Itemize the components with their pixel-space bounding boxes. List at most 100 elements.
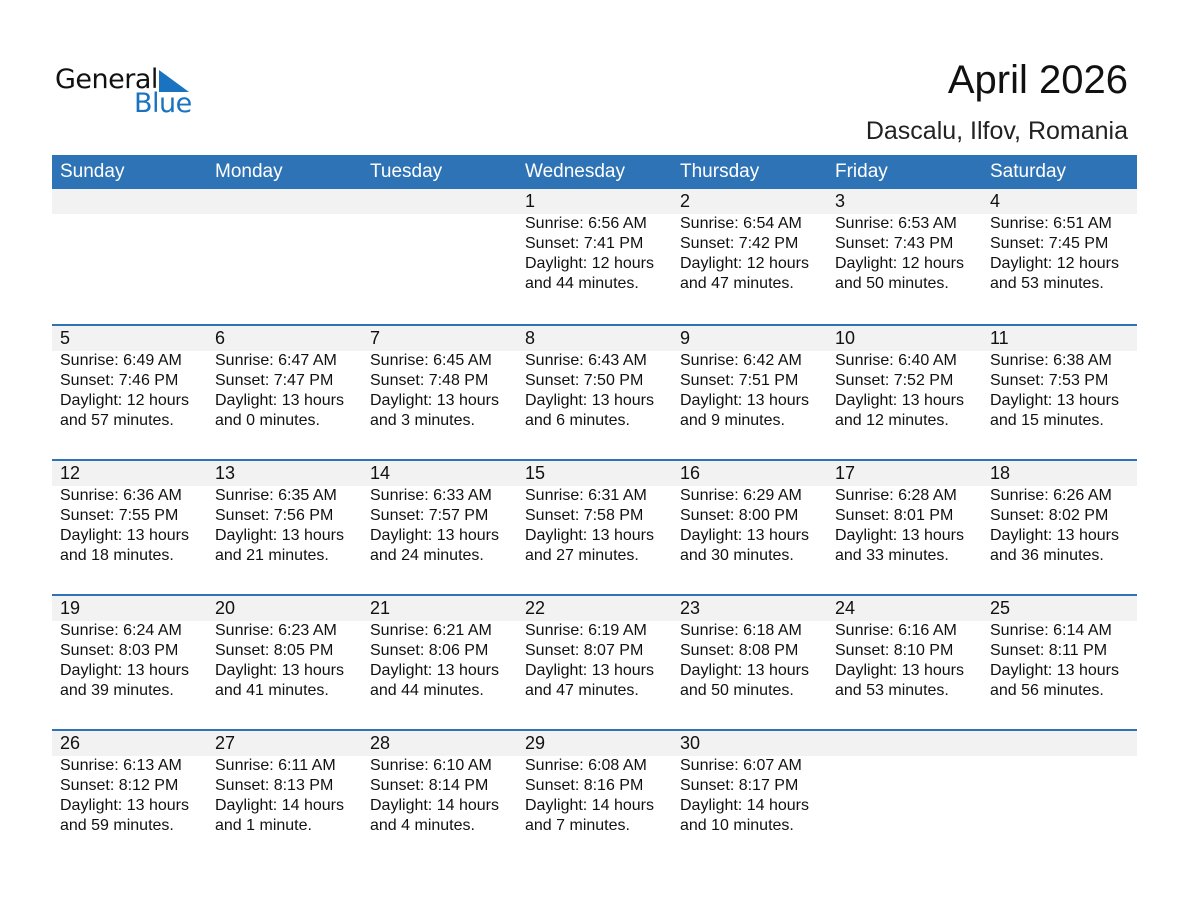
sunrise-text: Sunrise: 6:53 AM xyxy=(835,215,957,232)
daylight-text: Daylight: 13 hours xyxy=(525,527,654,544)
sunset-text: Sunset: 8:13 PM xyxy=(215,777,334,794)
sunset-text: Sunset: 7:43 PM xyxy=(835,235,954,252)
daylight-minutes-text: and 3 minutes. xyxy=(370,412,475,429)
sunrise-text: Sunrise: 6:42 AM xyxy=(680,352,802,369)
day-cell: 20 Sunrise: 6:23 AM Sunset: 8:05 PM Dayligh… xyxy=(207,596,362,701)
day-cell: 8 Sunrise: 6:43 AM Sunset: 7:50 PM Daylight… xyxy=(517,326,672,431)
sunrise-text: Sunrise: 6:38 AM xyxy=(990,352,1112,369)
sunset-text: Sunset: 7:45 PM xyxy=(990,235,1109,252)
weekday-monday: Monday xyxy=(215,161,283,182)
day-cell: 2 Sunrise: 6:54 AM Sunset: 7:42 PM Daylight… xyxy=(672,189,827,294)
day-cell: 6 Sunrise: 6:47 AM Sunset: 7:47 PM Daylight… xyxy=(207,326,362,431)
daylight-minutes-text: and 53 minutes. xyxy=(990,275,1104,292)
sunrise-text: Sunrise: 6:47 AM xyxy=(215,352,337,369)
day-cell: 14 Sunrise: 6:33 AM Sunset: 7:57 PM Dayligh… xyxy=(362,461,517,566)
daylight-text: Daylight: 14 hours xyxy=(215,797,344,814)
day-cell: 21 Sunrise: 6:21 AM Sunset: 8:06 PM Dayligh… xyxy=(362,596,517,701)
daylight-text: Daylight: 13 hours xyxy=(835,662,964,679)
day-cell: 30 Sunrise: 6:07 AM Sunset: 8:17 PM Dayligh… xyxy=(672,731,827,836)
sunrise-text: Sunrise: 6:36 AM xyxy=(60,487,182,504)
daylight-minutes-text: and 10 minutes. xyxy=(680,817,794,834)
day-number-band xyxy=(52,731,1137,756)
day-number: 5 xyxy=(60,328,71,348)
sunrise-text: Sunrise: 6:26 AM xyxy=(990,487,1112,504)
day-number: 3 xyxy=(835,191,846,211)
day-number-band xyxy=(52,461,1137,486)
day-cell: 7 Sunrise: 6:45 AM Sunset: 7:48 PM Daylight… xyxy=(362,326,517,431)
sunrise-text: Sunrise: 6:31 AM xyxy=(525,487,647,504)
daylight-minutes-text: and 44 minutes. xyxy=(525,275,639,292)
logo: General Blue xyxy=(55,64,195,119)
sunset-text: Sunset: 7:51 PM xyxy=(680,372,799,389)
weekday-saturday: Saturday xyxy=(990,161,1067,182)
day-number: 2 xyxy=(680,191,691,211)
day-number: 4 xyxy=(990,191,1001,211)
week-row: 26 Sunrise: 6:13 AM Sunset: 8:12 PM Dayligh… xyxy=(52,729,1137,864)
day-cell: 12 Sunrise: 6:36 AM Sunset: 7:55 PM Dayligh… xyxy=(52,461,207,566)
day-cell: 5 Sunrise: 6:49 AM Sunset: 7:46 PM Daylight… xyxy=(52,326,207,431)
sunrise-text: Sunrise: 6:56 AM xyxy=(525,215,647,232)
sunrise-text: Sunrise: 6:16 AM xyxy=(835,622,957,639)
daylight-minutes-text: and 21 minutes. xyxy=(215,547,329,564)
day-cell: 25 Sunrise: 6:14 AM Sunset: 8:11 PM Dayligh… xyxy=(982,596,1137,701)
day-number-band xyxy=(52,326,1137,351)
day-cell: 18 Sunrise: 6:26 AM Sunset: 8:02 PM Dayligh… xyxy=(982,461,1137,566)
daylight-minutes-text: and 50 minutes. xyxy=(680,682,794,699)
day-number: 15 xyxy=(525,463,546,483)
sunset-text: Sunset: 7:48 PM xyxy=(370,372,489,389)
daylight-minutes-text: and 41 minutes. xyxy=(215,682,329,699)
sunset-text: Sunset: 8:01 PM xyxy=(835,507,954,524)
sunset-text: Sunset: 8:00 PM xyxy=(680,507,799,524)
day-number: 16 xyxy=(680,463,701,483)
day-cell: 26 Sunrise: 6:13 AM Sunset: 8:12 PM Dayligh… xyxy=(52,731,207,836)
empty-cell xyxy=(982,731,1137,836)
sunrise-text: Sunrise: 6:43 AM xyxy=(525,352,647,369)
day-number: 29 xyxy=(525,733,546,753)
sunset-text: Sunset: 8:06 PM xyxy=(370,642,489,659)
day-number: 7 xyxy=(370,328,381,348)
daylight-text: Daylight: 12 hours xyxy=(60,392,189,409)
daylight-text: Daylight: 13 hours xyxy=(60,527,189,544)
week-row: 19 Sunrise: 6:24 AM Sunset: 8:03 PM Dayligh… xyxy=(52,594,1137,729)
day-number: 21 xyxy=(370,598,391,618)
day-cell: 4 Sunrise: 6:51 AM Sunset: 7:45 PM Daylight… xyxy=(982,189,1137,294)
daylight-text: Daylight: 13 hours xyxy=(525,662,654,679)
daylight-text: Daylight: 12 hours xyxy=(680,255,809,272)
daylight-text: Daylight: 13 hours xyxy=(370,392,499,409)
day-cell: 15 Sunrise: 6:31 AM Sunset: 7:58 PM Dayligh… xyxy=(517,461,672,566)
sunrise-text: Sunrise: 6:13 AM xyxy=(60,757,182,774)
daylight-minutes-text: and 1 minute. xyxy=(215,817,312,834)
sunset-text: Sunset: 7:50 PM xyxy=(525,372,644,389)
day-cell: 10 Sunrise: 6:40 AM Sunset: 7:52 PM Dayligh… xyxy=(827,326,982,431)
daylight-minutes-text: and 24 minutes. xyxy=(370,547,484,564)
day-number: 9 xyxy=(680,328,691,348)
daylight-minutes-text: and 47 minutes. xyxy=(680,275,794,292)
day-number: 6 xyxy=(215,328,226,348)
daylight-text: Daylight: 12 hours xyxy=(835,255,964,272)
daylight-text: Daylight: 13 hours xyxy=(215,662,344,679)
daylight-text: Daylight: 13 hours xyxy=(60,797,189,814)
day-number: 30 xyxy=(680,733,701,753)
daylight-minutes-text: and 18 minutes. xyxy=(60,547,174,564)
sunrise-text: Sunrise: 6:19 AM xyxy=(525,622,647,639)
sunrise-text: Sunrise: 6:49 AM xyxy=(60,352,182,369)
day-number-band xyxy=(52,596,1137,621)
daylight-minutes-text: and 44 minutes. xyxy=(370,682,484,699)
daylight-minutes-text: and 36 minutes. xyxy=(990,547,1104,564)
sunset-text: Sunset: 8:14 PM xyxy=(370,777,489,794)
sunset-text: Sunset: 7:42 PM xyxy=(680,235,799,252)
day-number: 23 xyxy=(680,598,701,618)
sunrise-text: Sunrise: 6:45 AM xyxy=(370,352,492,369)
day-number: 10 xyxy=(835,328,856,348)
sunrise-text: Sunrise: 6:54 AM xyxy=(680,215,802,232)
daylight-text: Daylight: 13 hours xyxy=(525,392,654,409)
day-number: 18 xyxy=(990,463,1011,483)
daylight-minutes-text: and 12 minutes. xyxy=(835,412,949,429)
sunset-text: Sunset: 7:47 PM xyxy=(215,372,334,389)
sunrise-text: Sunrise: 6:51 AM xyxy=(990,215,1112,232)
day-number: 25 xyxy=(990,598,1011,618)
daylight-text: Daylight: 13 hours xyxy=(680,527,809,544)
location-subtitle: Dascalu, Ilfov, Romania xyxy=(865,117,1128,145)
daylight-minutes-text: and 59 minutes. xyxy=(60,817,174,834)
empty-cell xyxy=(827,731,982,836)
